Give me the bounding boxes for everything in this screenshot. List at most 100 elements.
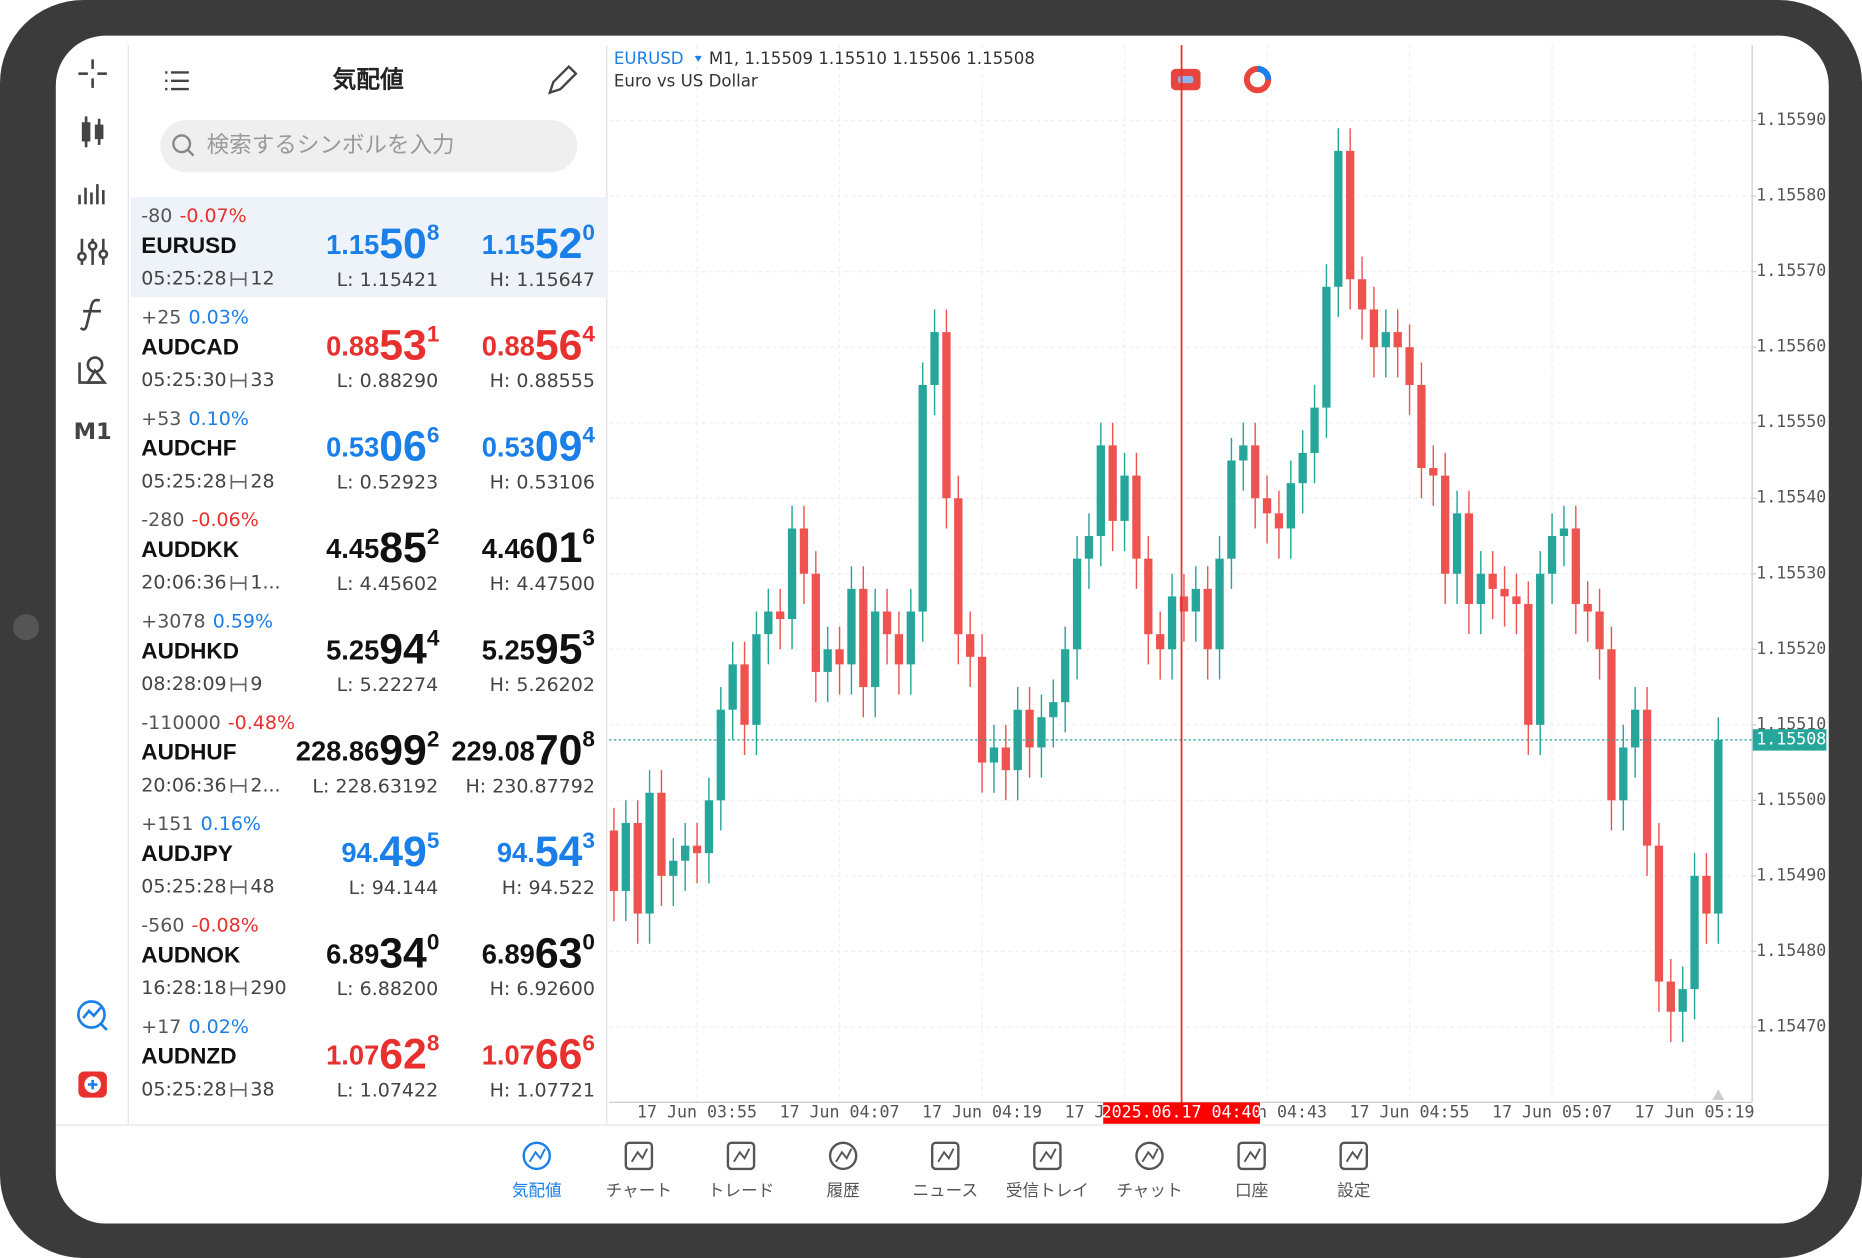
high: H: 6.92600	[490, 978, 595, 1000]
price: 5.25944	[326, 625, 440, 673]
change-points: -280	[141, 509, 184, 531]
candle-body	[1512, 596, 1521, 604]
change-points: -80	[141, 205, 172, 227]
nav-item[interactable]: チャット	[1116, 1141, 1183, 1200]
change-percent: -0.48%	[228, 711, 295, 733]
low: L: 0.52923	[337, 472, 439, 494]
candle-body	[1464, 513, 1474, 604]
candle-body	[1619, 747, 1628, 801]
nav-icon	[835, 1148, 853, 1163]
price: 229.08708	[451, 727, 595, 775]
search-icon	[186, 148, 195, 157]
row-highlight	[130, 197, 607, 298]
symbol: AUDHUF	[141, 740, 236, 765]
nav-item[interactable]: チャート	[606, 1141, 672, 1200]
nav-item[interactable]: 設定	[1337, 1141, 1370, 1200]
signals-icon[interactable]	[77, 1000, 108, 1031]
candle-body	[1144, 558, 1153, 635]
y-tick-label: 1.15560	[1756, 337, 1826, 356]
candle-body	[752, 634, 761, 725]
dropdown-arrow[interactable]	[694, 55, 702, 62]
search-box[interactable]	[160, 119, 578, 173]
candle-body	[1441, 475, 1450, 574]
chart-type-icon[interactable]	[81, 116, 104, 148]
x-tick-label: 17 Jun 05:07	[1492, 1103, 1612, 1122]
timeframe[interactable]: M1	[74, 419, 112, 445]
indicators-icon[interactable]	[78, 184, 105, 205]
nav-item[interactable]: 気配値	[512, 1141, 562, 1200]
quote-row[interactable]: +3078 0.59% AUDHKD 08:28:09 9 L: 5.22274 H: 5.…	[141, 610, 595, 696]
candle-body	[1666, 981, 1675, 1012]
time: 20:06:36	[141, 774, 226, 796]
change-percent: -0.08%	[192, 914, 259, 936]
quote-row[interactable]: -80 -0.07% EURUSD 05:25:28 12 L: 1.15421 H: 1.…	[130, 197, 607, 298]
price: 4.45852	[326, 524, 439, 572]
x-tick-label: 17 Jun 04:07	[780, 1103, 900, 1122]
candle-body	[1405, 347, 1414, 385]
candle-body	[1393, 332, 1402, 348]
nav-label: ニュース	[912, 1181, 978, 1200]
y-tick-label: 1.15500	[1756, 790, 1826, 809]
candle-body	[1322, 286, 1331, 408]
nav-item[interactable]: ニュース	[912, 1141, 978, 1200]
quote-row[interactable]: +25 0.03% AUDCAD 05:25:30 33 L: 0.88290 H: 0.8…	[141, 306, 595, 392]
candle-body	[1251, 445, 1260, 499]
crosshair-icon[interactable]	[78, 59, 107, 88]
change-points: +25	[141, 306, 181, 328]
nav-item[interactable]: トレード	[708, 1141, 774, 1200]
candle-body	[1476, 573, 1485, 604]
candle-body	[787, 528, 797, 620]
quote-row[interactable]: +53 0.10% AUDCHF 05:25:28 28 L: 0.52923 H: 0.5…	[141, 407, 595, 493]
change-points: -560	[141, 914, 184, 936]
spread-icon	[230, 576, 247, 591]
time: 08:28:09	[141, 673, 226, 695]
candle-body	[776, 611, 785, 620]
crosshair-label-box	[1103, 1102, 1260, 1124]
camera	[13, 614, 40, 641]
change: -280 -0.06%	[141, 509, 258, 531]
change: +25 0.03%	[141, 306, 249, 328]
nav-item[interactable]: 受信トレイ	[1006, 1141, 1089, 1200]
spread-icon	[230, 778, 247, 793]
low: L: 1.15421	[337, 269, 439, 291]
nav-icon	[1243, 1148, 1261, 1163]
nav-item[interactable]: 口座	[1235, 1141, 1268, 1200]
quote-row[interactable]: +151 0.16% AUDJPY 05:25:28 48 L: 94.144 H: 94.…	[141, 813, 595, 899]
nav-label: 気配値	[512, 1181, 562, 1200]
change: -110000 -0.48%	[141, 711, 295, 733]
candle-body	[1203, 588, 1212, 650]
spread-icon	[230, 981, 247, 996]
quote-row[interactable]: +17 0.02% AUDNZD 05:25:28 38 L: 1.07422 H: 1.0…	[141, 1015, 595, 1101]
nav-icon	[630, 1148, 649, 1163]
change-percent: 0.59%	[213, 610, 273, 632]
add-icon[interactable]	[78, 1071, 107, 1098]
high: H: 0.88555	[490, 370, 595, 392]
high: H: 1.07721	[490, 1079, 595, 1101]
y-tick-label: 1.15590	[1756, 110, 1826, 129]
quote-row[interactable]: -110000 -0.48% AUDHUF 20:06:36 2... L: 228.63…	[141, 711, 595, 797]
price: 228.86992	[296, 727, 440, 775]
candle-body	[1108, 445, 1117, 521]
quote-row[interactable]: -560 -0.08% AUDNOK 16:28:18 290 L: 6.88200 H: …	[141, 914, 595, 1000]
change: -80 -0.07%	[141, 205, 246, 227]
candle-body	[1156, 634, 1165, 650]
candle-body	[657, 792, 666, 876]
candle-body	[609, 830, 619, 891]
candle-body	[764, 611, 773, 635]
candle-body	[1215, 558, 1224, 650]
settings-icon[interactable]	[77, 238, 109, 265]
edit-icon[interactable]	[547, 64, 578, 95]
chart-symbol[interactable]: EURUSD	[614, 49, 684, 68]
depth-icon	[1257, 65, 1272, 80]
quote-row[interactable]: -280 -0.06% AUDDKK 20:06:36 1... L: 4.45602 H:…	[141, 509, 595, 595]
x-tick-label: 17 Jun 04:19	[922, 1103, 1042, 1122]
candle-body	[1714, 739, 1723, 914]
high: H: 94.522	[502, 877, 595, 899]
function-icon[interactable]	[79, 298, 101, 331]
list-icon[interactable]	[165, 71, 189, 91]
nav-icon	[1135, 1141, 1164, 1171]
price: 1.15520	[482, 220, 595, 268]
nav-item[interactable]: 履歴	[827, 1141, 860, 1200]
objects-icon[interactable]	[78, 356, 108, 384]
price: 4.46016	[482, 524, 595, 572]
